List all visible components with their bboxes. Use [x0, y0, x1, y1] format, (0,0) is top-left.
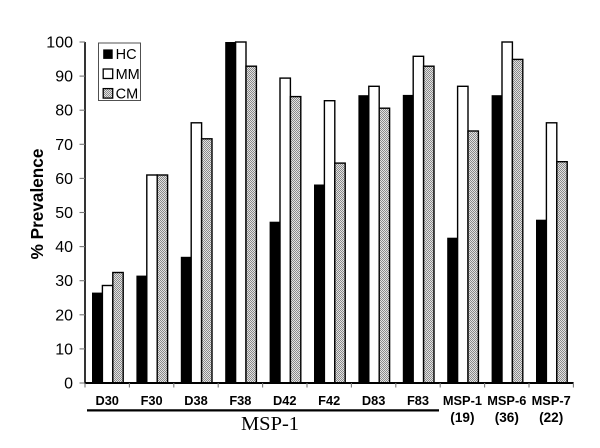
svg-text:(22): (22): [539, 410, 563, 425]
svg-text:MSP-1: MSP-1: [241, 413, 299, 435]
svg-text:MM: MM: [116, 67, 140, 83]
svg-text:F38: F38: [229, 393, 251, 408]
svg-text:(19): (19): [450, 410, 474, 425]
svg-text:40: 40: [55, 239, 73, 256]
svg-text:HC: HC: [116, 47, 137, 63]
svg-text:D42: D42: [273, 393, 296, 408]
svg-text:% Prevalence: % Prevalence: [27, 149, 47, 260]
svg-text:90: 90: [55, 69, 73, 86]
svg-text:(36): (36): [495, 410, 519, 425]
svg-text:0: 0: [64, 376, 73, 393]
svg-text:D83: D83: [362, 393, 385, 408]
svg-text:70: 70: [55, 137, 73, 154]
svg-text:60: 60: [55, 171, 73, 188]
svg-text:MSP-7: MSP-7: [532, 393, 571, 408]
svg-text:20: 20: [55, 307, 73, 324]
svg-text:30: 30: [55, 273, 73, 290]
svg-text:D38: D38: [184, 393, 207, 408]
svg-text:F42: F42: [318, 393, 340, 408]
svg-text:MSP-1: MSP-1: [443, 393, 482, 408]
svg-text:D30: D30: [95, 393, 118, 408]
svg-text:10: 10: [55, 341, 73, 358]
svg-text:F30: F30: [141, 393, 163, 408]
svg-text:80: 80: [55, 103, 73, 120]
svg-text:50: 50: [55, 205, 73, 222]
svg-text:CM: CM: [116, 86, 139, 102]
svg-text:MSP-6: MSP-6: [487, 393, 526, 408]
svg-text:F83: F83: [407, 393, 429, 408]
svg-text:100: 100: [46, 35, 73, 52]
